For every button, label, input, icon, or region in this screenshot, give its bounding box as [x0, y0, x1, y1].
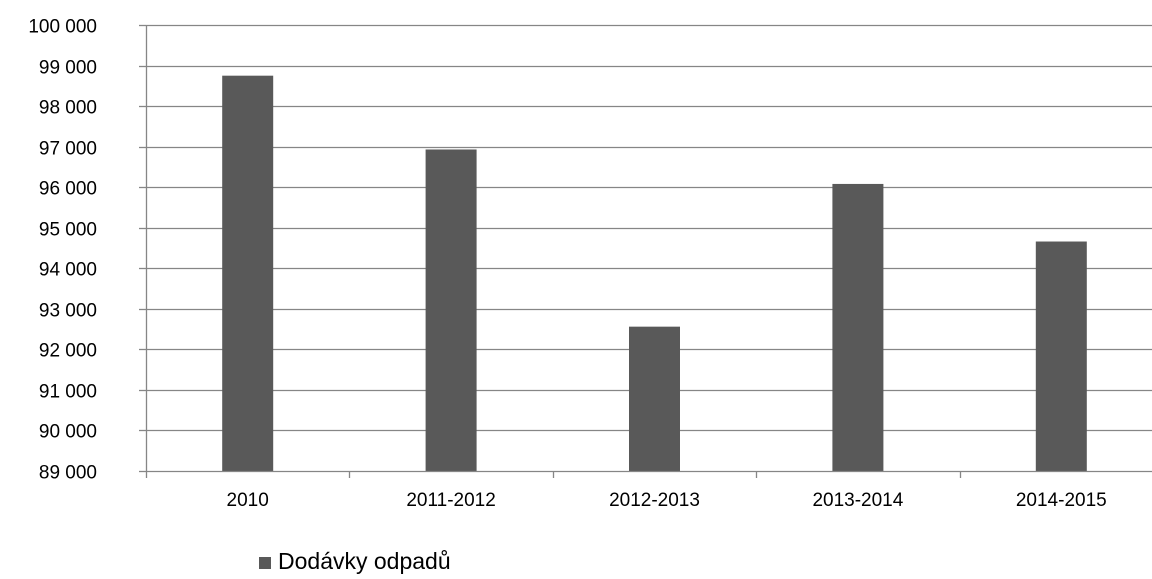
bar	[629, 326, 680, 471]
y-tick-label: 94 000	[39, 260, 97, 281]
y-tick-label: 93 000	[39, 301, 97, 322]
y-tick-label: 99 000	[39, 58, 97, 79]
x-tick-label: 2011-2012	[406, 490, 495, 511]
x-tick-label: 2012-2013	[609, 490, 700, 511]
x-tick-label: 2013-2014	[812, 490, 903, 511]
y-tick-label: 98 000	[39, 98, 97, 119]
bar	[832, 183, 884, 472]
y-tick-label: 90 000	[39, 422, 97, 443]
bar	[222, 75, 274, 471]
bar	[1035, 241, 1087, 471]
y-tick-label: 91 000	[39, 382, 97, 403]
y-tick-label: 96 000	[39, 179, 97, 200]
y-tick-labels: 89 000 90 000 91 000 92 000 93 000 94 000 95 0…	[28, 17, 97, 484]
y-tick-label: 95 000	[39, 220, 97, 241]
axes	[139, 24, 1152, 478]
bars	[222, 75, 1087, 472]
y-tick-label: 89 000	[39, 463, 97, 484]
y-tick-label: 92 000	[39, 341, 97, 362]
y-tick-label: 100 000	[28, 17, 97, 38]
x-tick-label: 2014-2015	[1016, 490, 1107, 511]
y-tick-label: 97 000	[39, 139, 97, 160]
x-tick-labels: 2010 2011-2012 2012-2013 2013-2014 2014-2015	[227, 490, 1107, 511]
bar	[425, 149, 477, 471]
x-tick-label: 2010	[227, 490, 269, 511]
gridlines	[146, 24, 1152, 432]
